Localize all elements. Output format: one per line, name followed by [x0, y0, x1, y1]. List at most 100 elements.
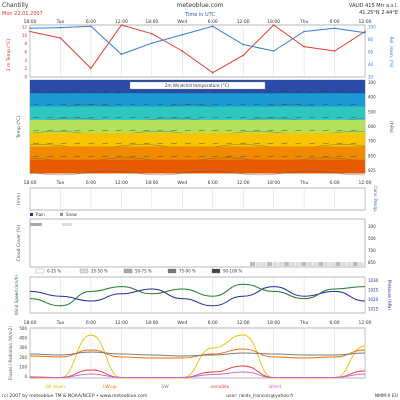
- wind-barb: [239, 103, 247, 106]
- profile-tick-1: 400: [368, 95, 376, 100]
- profile-right-label: (hPa): [388, 121, 394, 133]
- wind-barb: [308, 116, 316, 119]
- time-label-9: Thu: [299, 19, 309, 25]
- contour-1: [29, 104, 366, 109]
- time-label-11: 12:00: [359, 320, 372, 326]
- wind-barb: [143, 129, 150, 132]
- flux-legend-1: LW up: [103, 384, 117, 390]
- profile-band-2: [30, 106, 365, 121]
- p4-right-ticks: 300 500 700 850: [368, 224, 376, 265]
- wind-barb: [32, 155, 40, 158]
- cover-swatch-2: [123, 268, 133, 274]
- wind-barb: [350, 129, 357, 132]
- time-label-7: 12:00: [237, 320, 250, 326]
- time-label-6: 6:00: [208, 320, 218, 326]
- cloud-patch: [307, 262, 312, 266]
- time-label-6: 6:00: [208, 19, 218, 25]
- temp-tick-5: 2: [24, 66, 27, 71]
- wind-barb: [101, 155, 109, 158]
- wind-barb: [101, 116, 109, 119]
- wind-barb: [281, 103, 288, 106]
- wind-barb: [101, 129, 109, 132]
- temp-tick-1: 10: [22, 33, 28, 38]
- wind-barb: [88, 155, 95, 158]
- flux-tick-1: 400: [19, 336, 27, 341]
- wind-barb: [336, 116, 343, 119]
- temp-tick-3: 6: [24, 50, 27, 55]
- temp-line: [29, 24, 366, 74]
- p3-grid: [29, 188, 366, 210]
- wind-barb: [170, 103, 178, 106]
- time-label-9: Thu: [299, 320, 309, 326]
- time-label-5: Wed: [177, 320, 187, 326]
- temp-tick-0: 12: [22, 25, 28, 30]
- wind-barb: [115, 142, 122, 145]
- time-label-1: Tue: [56, 180, 65, 186]
- time-label-7: 12:00: [237, 180, 250, 186]
- wind-barb: [212, 142, 219, 145]
- cloud-tick-0: 300: [368, 224, 376, 229]
- hum-tick-0: 100: [368, 25, 376, 30]
- wind-barb: [239, 116, 247, 119]
- flux-legend-3: sensible: [211, 384, 230, 390]
- time-label-10: 6:00: [329, 180, 339, 186]
- wind-barb: [101, 103, 109, 106]
- temp-point: [29, 30, 31, 33]
- wind-barb: [295, 129, 302, 132]
- time-label-8: 18:00: [267, 180, 280, 186]
- wind-barb: [226, 116, 233, 119]
- wind-barb: [239, 142, 247, 145]
- time-label-8: 18:00: [267, 320, 280, 326]
- wind-barb: [170, 116, 178, 119]
- cloud-patch: [352, 262, 358, 266]
- wind-barb: [253, 155, 260, 158]
- p2-right-ticks: 300 400 500 600 700 850 925: [368, 80, 376, 173]
- temp-tick-6: 0: [24, 75, 27, 80]
- wind-barb: [253, 90, 260, 93]
- pressure-axis-label: Pressure (hPa): [387, 280, 392, 310]
- wind-barb: [46, 129, 53, 132]
- time-label-8: 18:00: [267, 19, 280, 25]
- flux-tick-5: 0: [24, 374, 27, 379]
- wind-barb: [281, 155, 288, 158]
- wind-barb: [281, 116, 288, 119]
- wind-barb: [60, 90, 67, 93]
- footer-model: NMM-X EU: [375, 393, 398, 399]
- temp-tick-4: 4: [24, 58, 27, 63]
- flux-axis-label: Fluxes / Radiation (W/m2): [8, 326, 13, 380]
- temp-point: [333, 50, 336, 52]
- temp-point: [272, 24, 275, 26]
- pressure-tick-1: 1025: [368, 288, 379, 293]
- wind-barb: [295, 142, 302, 145]
- flux-legend: LW down LW up SW sensible latent: [45, 384, 282, 390]
- humidity-point: [333, 27, 336, 30]
- time-label-3: 12:00: [115, 320, 128, 326]
- wind-barb: [226, 103, 233, 106]
- wind-barb: [267, 129, 274, 132]
- cover-swatch-0: [35, 268, 45, 274]
- time-label-4: 18:00: [145, 320, 158, 326]
- wind-barb: [239, 129, 247, 132]
- wind-barb: [32, 90, 40, 93]
- panel-precip: [29, 187, 366, 211]
- profile-band-1: [30, 93, 365, 108]
- wind-barb: [322, 129, 329, 132]
- cover-label-1: 25-50 %: [91, 269, 108, 274]
- time-label-9: Thu: [299, 180, 309, 186]
- wind-barb: [295, 103, 302, 106]
- wind-barb: [60, 142, 67, 145]
- wind-barb: [308, 129, 316, 132]
- wind-barb: [129, 142, 136, 145]
- wind-barb: [46, 155, 53, 158]
- precip-right-label: Conv. Precip.: [373, 186, 378, 212]
- time-label-10: 6:00: [329, 19, 339, 25]
- time-label-4: 18:00: [145, 19, 158, 25]
- contour-6: [29, 170, 366, 176]
- time-label-11: 12:00: [359, 19, 372, 25]
- cloud-patch: [312, 262, 318, 266]
- wind-barb: [212, 116, 219, 119]
- wind-barb: [184, 116, 191, 119]
- temp-axis-label: 2 m Temp (°C): [6, 39, 12, 72]
- flux-tick-3: 200: [19, 355, 27, 360]
